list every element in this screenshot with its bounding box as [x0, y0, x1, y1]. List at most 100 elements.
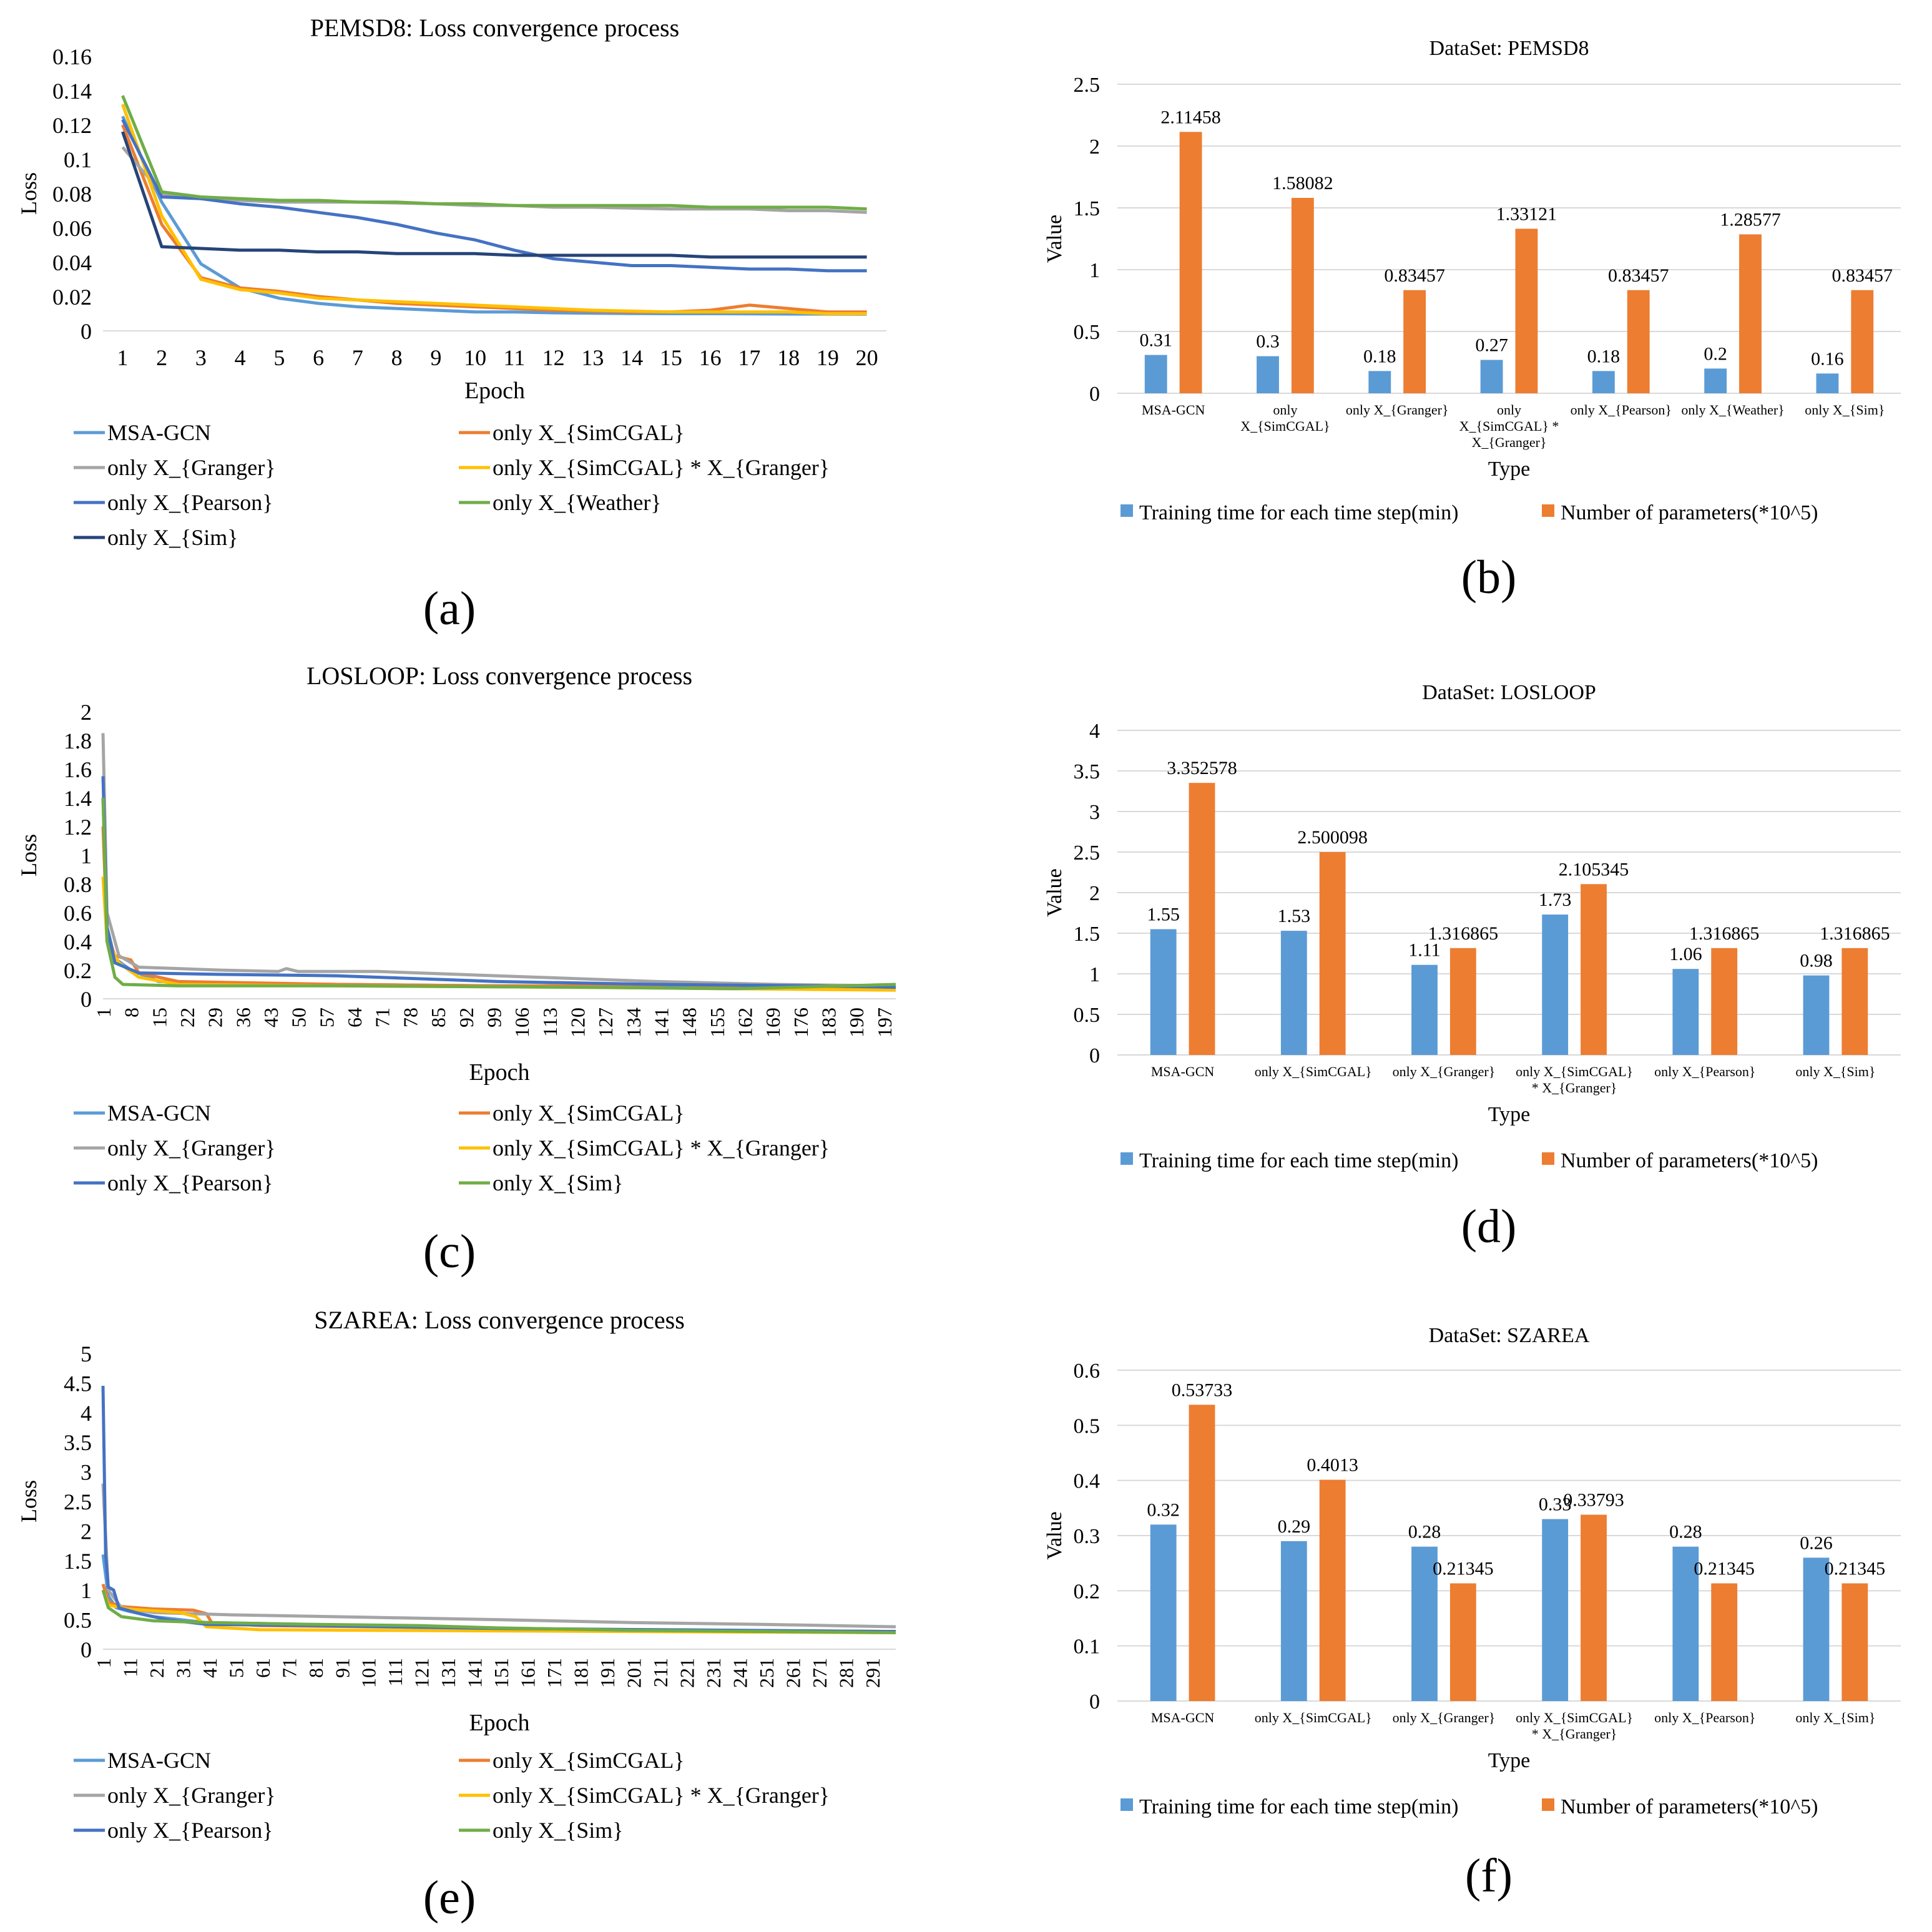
- x-tick-label: 8: [120, 1008, 143, 1017]
- data-label: 0.2: [1704, 343, 1727, 364]
- data-label: 3.352578: [1167, 758, 1237, 778]
- x-tick-label: 91: [331, 1658, 353, 1678]
- panel-label: (c): [423, 1225, 476, 1278]
- y-tick-label: 2: [81, 1519, 92, 1544]
- y-tick-label: 1.6: [64, 757, 92, 782]
- legend-label: only X_{Granger}: [107, 1783, 276, 1808]
- legend-swatch: [1120, 1798, 1133, 1811]
- y-axis-label: Value: [1043, 215, 1066, 263]
- panel-label: (f): [1465, 1850, 1513, 1902]
- y-tick-label: 5: [81, 1341, 92, 1366]
- bar: [1411, 964, 1438, 1055]
- x-tick-label: 16: [699, 345, 722, 370]
- y-tick-label: 3.5: [1074, 760, 1101, 783]
- x-tick-label: 12: [542, 345, 565, 370]
- x-tick-label: 120: [566, 1008, 589, 1037]
- x-tick-label: 241: [728, 1658, 751, 1688]
- legend-swatch: [1120, 1152, 1133, 1165]
- y-tick-label: 0: [1089, 1690, 1100, 1714]
- data-label: 0.18: [1587, 346, 1621, 366]
- x-tick-label: 181: [570, 1658, 592, 1688]
- bar: [1189, 1405, 1215, 1701]
- y-tick-label: 2: [1089, 135, 1100, 159]
- y-tick-label: 4: [81, 1401, 92, 1426]
- x-tick-label: 20: [856, 345, 878, 370]
- category-label: only X_{SimCGAL}: [1516, 1064, 1633, 1079]
- x-tick-label: 111: [384, 1658, 406, 1687]
- data-label: 0.31: [1139, 330, 1172, 351]
- data-label: 0.28: [1669, 1522, 1702, 1542]
- y-tick-label: 0.3: [1074, 1525, 1101, 1548]
- y-tick-label: 0: [1089, 1044, 1100, 1067]
- y-tick-label: 2: [81, 700, 92, 725]
- y-tick-label: 2: [1089, 882, 1100, 905]
- data-label: 0.4013: [1307, 1455, 1358, 1476]
- bar: [1704, 368, 1727, 393]
- y-tick-label: 1.8: [64, 728, 92, 753]
- data-label: 1.55: [1147, 905, 1180, 925]
- y-tick-label: 0.5: [1074, 1415, 1101, 1438]
- x-tick-label: 31: [172, 1658, 194, 1678]
- data-label: 1.316865: [1820, 923, 1890, 944]
- y-axis-label: Value: [1043, 868, 1066, 916]
- series-line: [101, 826, 896, 989]
- chart-title: DataSet: LOSLOOP: [1422, 681, 1596, 704]
- data-label: 1.53: [1278, 906, 1311, 926]
- data-label: 0.28: [1408, 1522, 1441, 1542]
- x-tick-label: 43: [260, 1008, 282, 1027]
- x-tick-label: 2: [156, 345, 167, 370]
- legend-swatch: [1120, 504, 1133, 517]
- chart-panel-c: LOSLOOP: Loss convergence process 0 0.2 0.4…: [16, 662, 896, 1278]
- x-tick-label: 151: [490, 1658, 512, 1688]
- y-tick-label: 4: [1089, 720, 1100, 743]
- category-label: only X_{Pearson}: [1654, 1710, 1755, 1725]
- y-tick-label: 0.5: [1074, 321, 1101, 344]
- y-tick-label: 0.4: [64, 929, 92, 954]
- category-label: MSA-GCN: [1151, 1064, 1215, 1079]
- x-tick-label: 211: [649, 1658, 672, 1687]
- y-tick-label: 0.5: [1074, 1004, 1101, 1027]
- y-tick-label: 1: [1089, 963, 1100, 986]
- series-line: [121, 115, 867, 316]
- series-line: [101, 776, 896, 989]
- y-tick-label: 0.12: [52, 113, 92, 138]
- x-tick-label: 64: [343, 1008, 366, 1027]
- bar: [1542, 1519, 1569, 1701]
- y-tick-label: 1: [1089, 259, 1100, 282]
- data-label: 1.316865: [1428, 923, 1499, 944]
- legend-label: only X_{SimCGAL} * X_{Granger}: [493, 455, 830, 480]
- bar: [1449, 1583, 1476, 1701]
- x-tick-label: 113: [539, 1008, 561, 1037]
- bar: [1581, 884, 1607, 1055]
- data-label: 0.83457: [1384, 265, 1445, 286]
- legend-swatch: [1542, 504, 1554, 517]
- y-tick-label: 0.04: [52, 250, 92, 275]
- chart-title: LOSLOOP: Loss convergence process: [306, 662, 692, 690]
- chart-panel-f: DataSet: SZAREA 0 0.1 0.2 0.3 0.4 0.5 0.6 Value M…: [1043, 1324, 1901, 1902]
- y-axis-label: Loss: [16, 172, 41, 215]
- x-tick-label: 271: [808, 1658, 831, 1688]
- x-tick-label: 261: [782, 1658, 804, 1688]
- category-label: MSA-GCN: [1142, 402, 1205, 418]
- data-label: 0.83457: [1832, 265, 1893, 286]
- category-label: X_{SimCGAL} *: [1459, 418, 1559, 434]
- bar: [1515, 228, 1538, 393]
- legend-label: Number of parameters(*10^5): [1561, 1795, 1818, 1818]
- x-tick-label: 81: [305, 1658, 327, 1678]
- x-tick-label: 106: [511, 1008, 533, 1037]
- y-tick-label: 0.5: [64, 1608, 92, 1633]
- category-label: only X_{Pearson}: [1654, 1064, 1755, 1079]
- y-tick-label: 3: [81, 1460, 92, 1485]
- bar: [1542, 915, 1569, 1055]
- bar: [1803, 1557, 1830, 1701]
- bar: [1581, 1514, 1607, 1701]
- y-tick-label: 4.5: [64, 1371, 92, 1396]
- category-label: only X_{Weather}: [1681, 402, 1784, 418]
- category-label: only X_{Sim}: [1795, 1710, 1875, 1725]
- bar: [1150, 929, 1177, 1055]
- chart-title: PEMSD8: Loss convergence process: [310, 14, 679, 42]
- legend-swatch: [1542, 1152, 1554, 1165]
- legend-label: only X_{Pearson}: [107, 1170, 273, 1195]
- x-tick-label: 197: [873, 1008, 896, 1037]
